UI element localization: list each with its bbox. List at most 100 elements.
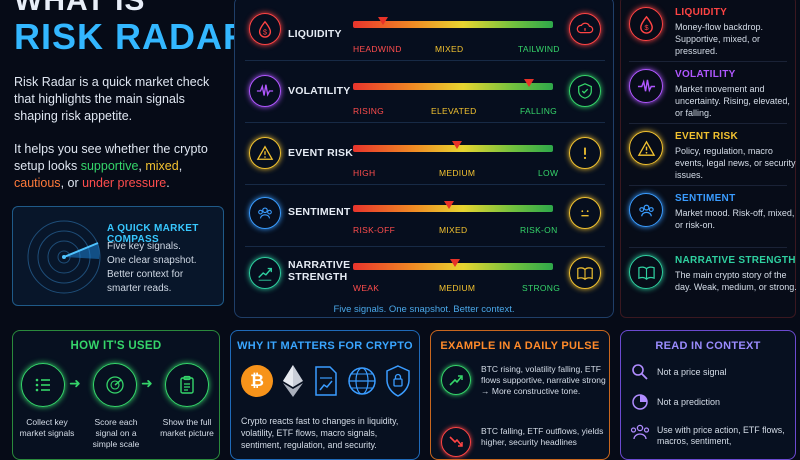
- pulse-title: EXAMPLE IN A DAILY PULSE: [440, 340, 600, 352]
- signal-marker: [378, 17, 388, 25]
- context-item: Not a price signal: [657, 367, 727, 377]
- radar-score-icon: [93, 363, 137, 407]
- shield-lock-icon: [386, 365, 410, 397]
- signal-marker: [524, 79, 534, 87]
- tick-mid: MIXED: [435, 44, 464, 54]
- legend-item-liquidity: $ LIQUIDITY Money-flow backdrop. Support…: [629, 7, 791, 63]
- compass-line: One clear snapshot.: [107, 255, 197, 266]
- headline-main: RISK RADAR?: [14, 16, 273, 57]
- open-book-icon: [569, 257, 601, 289]
- how-step: Score each signal on a simple scale: [92, 417, 140, 449]
- exclamation-icon: [569, 137, 601, 169]
- comma: ,: [178, 159, 183, 173]
- compass-box: A QUICK MARKET COMPASS Five key signals.…: [12, 206, 224, 306]
- why-title: WHY IT MATTERS FOR CRYPTO: [237, 340, 413, 352]
- legend-desc: Policy, regulation, macro events, legal …: [675, 146, 796, 180]
- divider: [245, 122, 605, 123]
- people-icon: [249, 197, 281, 229]
- tick-high: TAILWIND: [518, 44, 560, 54]
- pie-chart-icon: [632, 394, 648, 410]
- cloud-warning-icon: [569, 13, 601, 45]
- legend-item-narrative-strength: NARRATIVE STRENGTH The main crypto story…: [629, 255, 797, 315]
- neutral-face-icon: [569, 197, 601, 229]
- signal-label: NARRATIVE STRENGTH: [288, 259, 351, 283]
- word-cautious: cautious: [14, 176, 61, 190]
- tick-high: LOW: [538, 168, 559, 178]
- signal-label: EVENT RISK: [288, 147, 354, 159]
- arrow-right-icon: ➜: [141, 375, 153, 391]
- word-supportive: supportive: [80, 159, 139, 173]
- or-text: , or: [60, 176, 83, 190]
- divider: [245, 246, 605, 247]
- legend-column: $ LIQUIDITY Money-flow backdrop. Support…: [620, 0, 797, 318]
- document-chart-icon: [315, 366, 337, 396]
- word-mixed: mixed: [145, 159, 179, 173]
- shield-check-icon: [569, 75, 601, 107]
- signals-footer: Five signals. One snapshot. Better conte…: [333, 304, 515, 315]
- tick-low: RISING: [353, 106, 385, 116]
- compass-line: Better context for: [107, 269, 184, 280]
- magnifier-icon: [632, 364, 648, 380]
- divider: [245, 184, 605, 185]
- signal-row-narrative-strength: NARRATIVE STRENGTH WEAK MEDIUM STRONG: [235, 249, 615, 303]
- signal-row-event-risk: EVENT RISK HIGH MEDIUM LOW: [235, 125, 615, 185]
- trend-down-icon: [441, 427, 471, 457]
- tick-high: FALLING: [520, 106, 558, 116]
- compass-title: A QUICK MARKET COMPASS: [107, 223, 199, 245]
- pulse-example-positive: BTC rising, volatility falling, ETF flow…: [481, 364, 606, 396]
- context-item: Not a prediction: [657, 397, 721, 407]
- compass-line: smarter reads.: [107, 283, 172, 294]
- context-title: READ IN CONTEXT: [655, 340, 761, 352]
- signal-label: SENTIMENT: [288, 206, 351, 218]
- how-step: Show the full market picture: [160, 417, 214, 438]
- compass-line: Five key signals.: [107, 241, 181, 252]
- headline-top: WHAT IS: [14, 0, 146, 17]
- signal-row-liquidity: $ LIQUIDITY HEADWIND MIXED TAILWIND: [235, 1, 615, 61]
- pulse-example-negative: BTC falling, ETF outflows, yields higher…: [481, 426, 604, 447]
- list-icon: [21, 363, 65, 407]
- tick-high: STRONG: [522, 283, 561, 293]
- context-panel: READ IN CONTEXT Not a price signal Not a…: [620, 330, 796, 460]
- tick-mid: MEDIUM: [439, 283, 476, 293]
- tick-low: HEADWIND: [353, 44, 402, 54]
- signal-bar: [353, 21, 553, 28]
- legend-desc: Money-flow backdrop. Supportive, mixed, …: [675, 22, 764, 56]
- globe-icon: [348, 367, 376, 395]
- signal-bar: [353, 83, 553, 90]
- how-panel: HOW IT'S USED ➜ ➜ Collect key market sig…: [12, 330, 220, 460]
- signal-marker: [450, 259, 460, 267]
- warning-triangle-icon: [249, 137, 281, 169]
- legend-item-volatility: VOLATILITY Market movement and uncertain…: [629, 69, 791, 125]
- divider: [629, 61, 787, 62]
- svg-text:$: $: [263, 27, 267, 36]
- signal-row-sentiment: SENTIMENT RISK-OFF MIXED RISK-ON: [235, 187, 615, 247]
- legend-desc: The main crypto story of the day. Weak, …: [675, 270, 797, 292]
- legend-desc: Market mood. Risk-off, mixed, or risk-on…: [675, 208, 795, 230]
- how-title: HOW IT'S USED: [70, 340, 162, 352]
- radar-icon: [27, 220, 101, 294]
- signal-label: VOLATILITY: [288, 85, 351, 97]
- intro-paragraph-1: Risk Radar is a quick market check that …: [14, 75, 210, 123]
- signal-marker: [444, 201, 454, 209]
- trend-chart-icon: [249, 257, 281, 289]
- tick-low: WEAK: [353, 283, 380, 293]
- divider: [629, 123, 787, 124]
- context-item: Use with price action, ETF flows, macros…: [657, 425, 785, 446]
- legend-title: NARRATIVE STRENGTH: [675, 255, 796, 266]
- period: .: [166, 176, 170, 190]
- comma: ,: [138, 159, 146, 173]
- pulse-wave-icon: [249, 75, 281, 107]
- clipboard-icon: [165, 363, 209, 407]
- signal-row-volatility: VOLATILITY RISING ELEVATED FALLING: [235, 63, 615, 123]
- tick-high: RISK-ON: [520, 225, 558, 235]
- tick-mid: MIXED: [439, 225, 468, 235]
- how-step: Collect key market signals: [19, 417, 75, 438]
- word-under-pressure: under pressure: [82, 176, 167, 190]
- legend-title: LIQUIDITY: [675, 7, 728, 18]
- why-text: Crypto reacts fast to changes in liquidi…: [241, 416, 399, 450]
- tick-low: RISK-OFF: [353, 225, 396, 235]
- open-book-icon: [629, 255, 663, 289]
- tick-low: HIGH: [353, 168, 376, 178]
- trend-up-icon: [441, 365, 471, 395]
- warning-triangle-icon: [629, 131, 663, 165]
